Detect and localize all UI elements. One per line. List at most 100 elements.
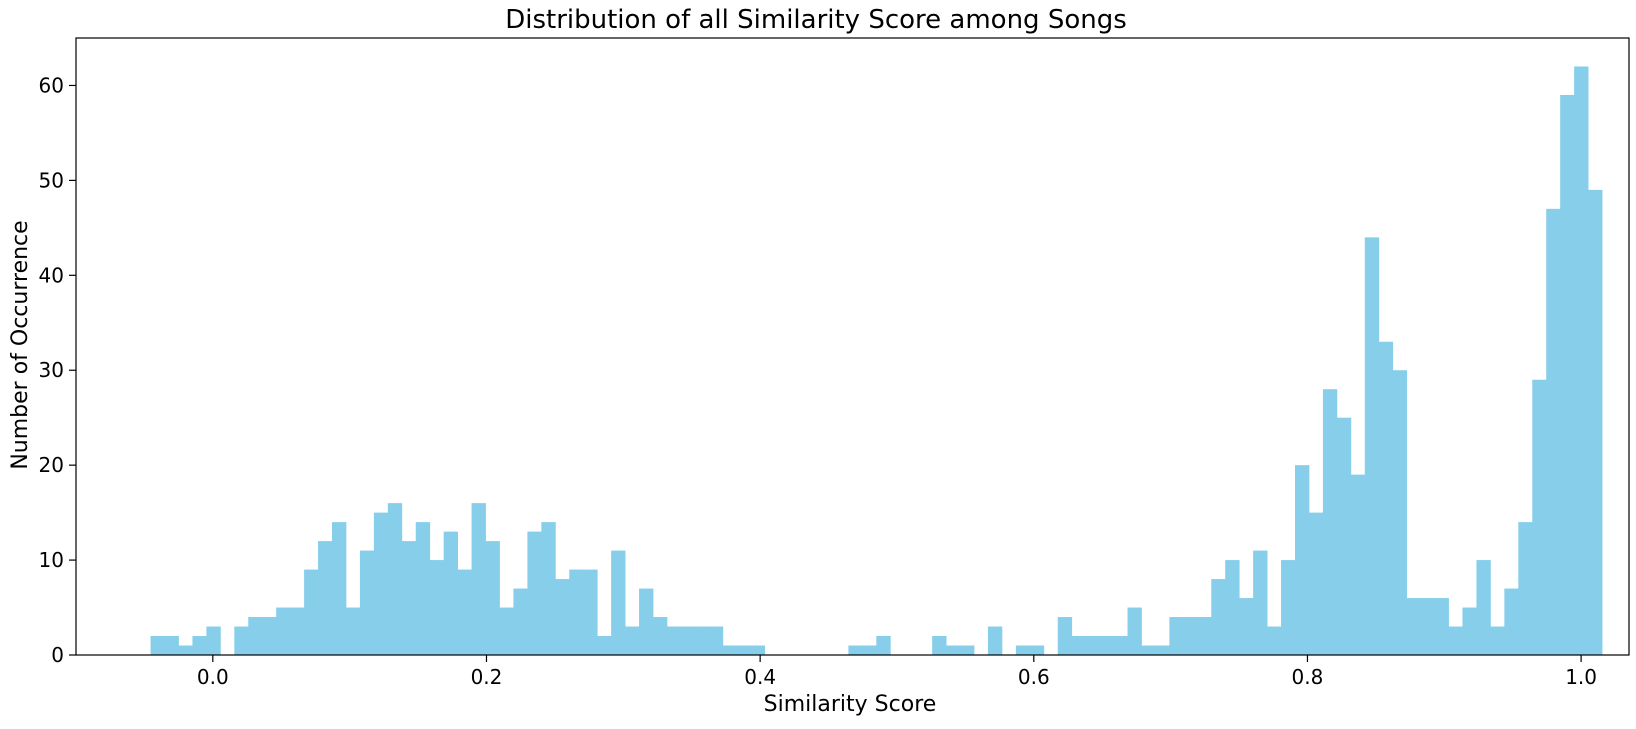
x-axis-label: Similarity Score	[764, 692, 937, 717]
plot-frame	[75, 37, 1630, 656]
histogram-bar	[639, 588, 654, 655]
histogram-bar	[234, 626, 249, 655]
histogram-bar	[1392, 370, 1408, 655]
histogram-bar	[1211, 579, 1226, 655]
histogram-bar	[527, 531, 542, 655]
histogram-bar	[1029, 645, 1045, 655]
histogram-bar	[666, 626, 682, 655]
y-tick-label: 60	[39, 73, 64, 97]
histogram-bar	[290, 607, 305, 655]
x-tick-label: 0.4	[744, 665, 776, 689]
histogram-bar	[164, 636, 179, 655]
histogram-bar	[206, 626, 221, 655]
histogram-bar	[1085, 636, 1101, 655]
histogram-bar	[1560, 94, 1575, 655]
histogram-bar	[248, 617, 263, 655]
histogram-bar	[359, 550, 375, 655]
histogram-bar	[1336, 417, 1352, 655]
histogram-bar	[192, 636, 207, 655]
histogram-bar	[1127, 607, 1142, 655]
histogram-bar	[1183, 617, 1198, 655]
histogram-bar	[150, 636, 165, 655]
histogram-bar	[1490, 626, 1505, 655]
histogram-bar	[932, 636, 947, 655]
histogram-bar	[471, 503, 486, 655]
histogram-bar	[387, 503, 403, 655]
histogram-bar	[541, 522, 556, 655]
histogram-bar	[862, 645, 877, 655]
histogram-bar	[457, 569, 472, 655]
histogram-bar	[1504, 588, 1519, 655]
histogram-bar	[443, 531, 459, 655]
histogram-bar	[429, 560, 445, 655]
histogram-bar	[262, 617, 277, 655]
histogram-bar	[848, 645, 863, 655]
histogram-bar	[1197, 617, 1212, 655]
histogram-bar	[722, 645, 738, 655]
histogram-bar	[513, 588, 528, 655]
histogram-bar	[1057, 617, 1073, 655]
histogram-bar	[1574, 66, 1589, 655]
histogram-bar	[1295, 465, 1310, 655]
histogram-bar	[583, 569, 598, 655]
y-tick-label: 0	[51, 643, 64, 667]
histogram-bar	[597, 636, 612, 655]
y-tick-label: 30	[39, 358, 64, 382]
histogram-bar	[1169, 617, 1184, 655]
chart-title: Distribution of all Similarity Score amo…	[505, 5, 1127, 35]
histogram-bar	[1588, 189, 1603, 655]
histogram-bar	[1308, 512, 1324, 655]
y-tick-label: 50	[39, 168, 64, 192]
histogram-bar	[1267, 626, 1282, 655]
x-tick-label: 0.6	[1018, 665, 1050, 689]
histogram-bar	[876, 636, 891, 655]
histogram-bar	[653, 617, 668, 655]
y-tick-label: 40	[39, 263, 64, 287]
histogram-bar	[1364, 237, 1380, 656]
histogram-bar	[569, 569, 584, 655]
histogram-bar	[1420, 598, 1435, 655]
histogram-bar	[625, 626, 640, 655]
histogram-bar	[1448, 626, 1463, 655]
histogram-bar	[318, 541, 333, 655]
histogram-bar	[1113, 636, 1128, 655]
histogram-bar	[332, 522, 347, 655]
histogram-bar	[1155, 645, 1170, 655]
histogram-bar	[1239, 598, 1254, 655]
histogram-bar	[1532, 379, 1547, 655]
histogram-bar	[373, 512, 389, 655]
histogram-bar	[611, 550, 626, 655]
histogram-bar	[304, 569, 319, 655]
histogram-bar	[1322, 389, 1338, 655]
histogram-bar	[1141, 645, 1156, 655]
x-tick-label: 0.8	[1292, 665, 1324, 689]
histogram-bar	[1281, 560, 1296, 655]
x-axis-ticks: 0.0 0.2 0.4 0.6 0.8 1.0	[197, 655, 1597, 689]
histogram-bar	[1015, 645, 1031, 655]
y-axis-label: Number of Occurrence	[8, 220, 33, 469]
y-tick-label: 20	[39, 453, 64, 477]
histogram-bar	[1099, 636, 1114, 655]
histogram-bar	[680, 626, 696, 655]
x-tick-label: 0.0	[197, 665, 229, 689]
histogram-bar	[1253, 550, 1268, 655]
histogram-bar	[960, 645, 975, 655]
histogram-bar	[736, 645, 752, 655]
histogram-bar	[1462, 607, 1477, 655]
histogram-bar	[555, 579, 570, 655]
histogram-bar	[1434, 598, 1449, 655]
histogram-bar	[1476, 560, 1491, 655]
y-tick-label: 10	[39, 548, 64, 572]
histogram-bar	[987, 626, 1003, 655]
histogram-bars	[150, 66, 1603, 656]
histogram-bar	[1225, 560, 1240, 655]
histogram-bar	[1378, 341, 1394, 655]
histogram-bar	[276, 607, 291, 655]
histogram-bar	[946, 645, 961, 655]
histogram-bar	[345, 607, 361, 655]
histogram-bar	[415, 522, 431, 655]
histogram-bar	[401, 541, 417, 655]
histogram-bar	[499, 607, 514, 655]
